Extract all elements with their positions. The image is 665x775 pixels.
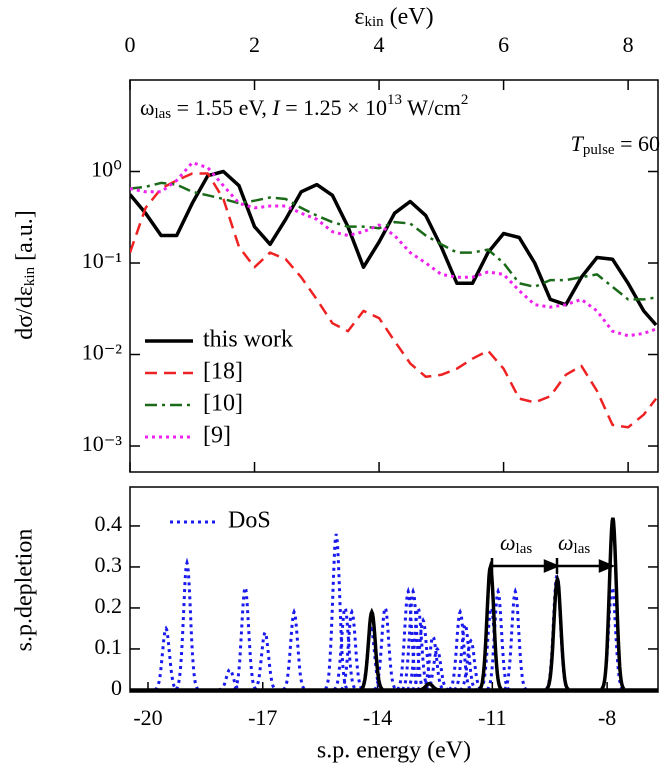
y-tick-label: 0.1 bbox=[95, 634, 123, 659]
bottom-x-label: s.p. energy (eV) bbox=[317, 738, 471, 764]
x-tick-label: 8 bbox=[623, 32, 634, 57]
y-tick-label: 0.4 bbox=[95, 511, 123, 536]
peak bbox=[545, 573, 570, 691]
peak bbox=[448, 608, 472, 691]
legend-label: [10] bbox=[203, 391, 243, 417]
legend-label: this work bbox=[203, 327, 293, 353]
x-tick-label: -20 bbox=[133, 705, 162, 730]
series-line bbox=[130, 169, 658, 327]
y-tick-label: 10⁰ bbox=[91, 157, 122, 182]
y-tick-label: 10⁻² bbox=[82, 340, 123, 365]
top-y-label: dσ/dεkin [a.u.] bbox=[12, 210, 39, 340]
y-tick-label: 10⁻¹ bbox=[82, 248, 122, 273]
top-frame bbox=[129, 79, 659, 473]
peak bbox=[154, 625, 178, 691]
annotation: ωlas bbox=[558, 530, 590, 557]
peak bbox=[600, 517, 626, 690]
annotation: ωlas bbox=[500, 530, 532, 557]
x-tick-label: 4 bbox=[374, 32, 385, 57]
peak bbox=[418, 682, 441, 692]
peak bbox=[282, 608, 306, 691]
peak bbox=[324, 533, 349, 690]
annotation: ωlas = 1.55 eV, I = 1.25 × 1013 W/cm2 bbox=[140, 92, 468, 122]
annotation: Tpulse = 60 bbox=[571, 131, 660, 158]
x-tick-label: -11 bbox=[478, 705, 507, 730]
peak bbox=[233, 582, 258, 691]
top-x-label: εkin (eV) bbox=[354, 4, 433, 31]
y-tick-label: 0.2 bbox=[95, 593, 123, 618]
x-tick-label: -8 bbox=[598, 705, 616, 730]
peak bbox=[503, 586, 528, 691]
legend-label: [9] bbox=[203, 423, 231, 449]
x-tick-label: -14 bbox=[363, 705, 392, 730]
x-tick-label: 2 bbox=[249, 32, 260, 57]
peak bbox=[453, 621, 477, 691]
legend-label: [18] bbox=[203, 359, 243, 385]
y-tick-label: 10⁻³ bbox=[82, 431, 123, 456]
x-tick-label: -17 bbox=[248, 705, 277, 730]
series-line bbox=[130, 172, 658, 429]
y-tick-label: 0.3 bbox=[95, 552, 123, 577]
peak bbox=[218, 667, 242, 692]
peak bbox=[401, 586, 426, 691]
peak bbox=[396, 586, 421, 691]
peak bbox=[253, 629, 277, 691]
omega-arrows bbox=[490, 558, 616, 574]
plot-area bbox=[130, 517, 658, 692]
x-tick-label: 0 bbox=[125, 32, 136, 57]
peak bbox=[486, 586, 510, 691]
peak bbox=[478, 560, 503, 691]
plot-area bbox=[130, 161, 658, 429]
series-line bbox=[130, 181, 657, 301]
bottom-frame bbox=[129, 486, 659, 693]
peak bbox=[174, 557, 200, 691]
bottom-y-label: s.p.depletion bbox=[12, 529, 38, 652]
peak bbox=[425, 646, 449, 692]
legend-label: DoS bbox=[228, 508, 271, 534]
peak bbox=[459, 638, 483, 692]
series-line bbox=[130, 161, 657, 338]
x-tick-label: 6 bbox=[498, 32, 509, 57]
peak bbox=[359, 607, 384, 692]
peak bbox=[333, 604, 357, 691]
y-tick-label: 0 bbox=[111, 675, 122, 700]
peak bbox=[340, 608, 364, 691]
